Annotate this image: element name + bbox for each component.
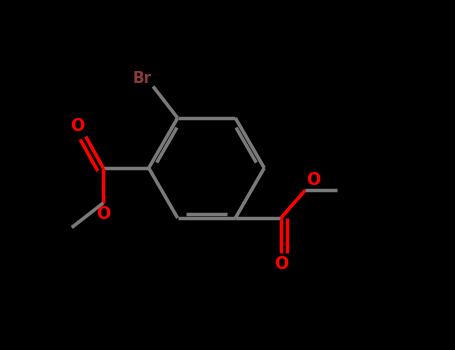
Text: O: O xyxy=(306,171,320,189)
Text: O: O xyxy=(70,117,84,135)
Text: O: O xyxy=(274,255,288,273)
Text: O: O xyxy=(96,205,111,223)
Text: Br: Br xyxy=(132,71,152,86)
